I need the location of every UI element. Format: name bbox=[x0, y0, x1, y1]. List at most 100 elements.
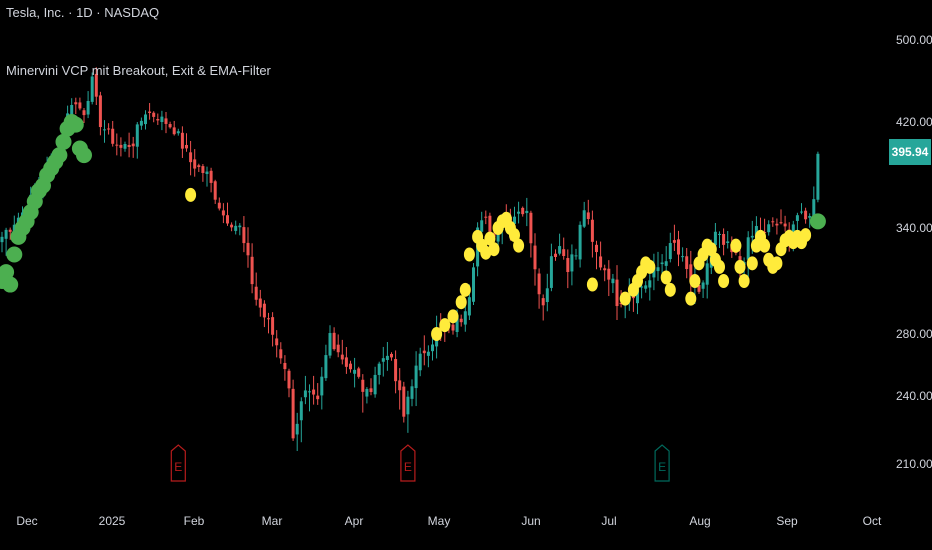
time-tick-label: Apr bbox=[345, 514, 364, 528]
candle bbox=[209, 170, 213, 183]
exit-marker bbox=[459, 282, 471, 297]
candle bbox=[775, 223, 779, 226]
exit-marker bbox=[685, 291, 697, 306]
candle bbox=[365, 388, 369, 397]
candle bbox=[148, 111, 152, 113]
candle bbox=[78, 102, 82, 109]
candle bbox=[369, 388, 373, 393]
candle bbox=[152, 112, 156, 117]
candle bbox=[332, 332, 336, 350]
exit-markers bbox=[185, 187, 812, 341]
time-tick-label: Feb bbox=[184, 514, 205, 528]
candle bbox=[537, 273, 541, 295]
candle bbox=[529, 212, 533, 244]
exit-marker bbox=[619, 291, 631, 306]
breakout-marker bbox=[0, 264, 15, 281]
candle bbox=[791, 224, 795, 240]
candle bbox=[234, 225, 238, 231]
candle bbox=[16, 217, 20, 223]
candle bbox=[127, 144, 131, 147]
candle bbox=[357, 368, 361, 377]
exit-marker bbox=[644, 259, 656, 274]
last-price-badge: 395.94 bbox=[889, 139, 931, 165]
candle bbox=[660, 262, 664, 265]
candle bbox=[472, 267, 475, 302]
candle bbox=[414, 365, 418, 389]
candle bbox=[750, 235, 754, 238]
exit-marker bbox=[689, 274, 701, 288]
candle bbox=[599, 256, 603, 268]
candle bbox=[340, 354, 344, 360]
candle bbox=[816, 153, 820, 200]
candle bbox=[480, 220, 484, 232]
exit-marker bbox=[447, 309, 459, 324]
candle bbox=[640, 286, 644, 288]
time-tick-label: Sep bbox=[776, 514, 798, 528]
candle bbox=[615, 279, 619, 307]
candle bbox=[689, 264, 693, 282]
candle bbox=[418, 353, 422, 371]
candle bbox=[652, 267, 656, 278]
candle bbox=[385, 355, 389, 360]
earnings-flag-shape bbox=[654, 444, 670, 482]
candle bbox=[578, 224, 582, 260]
earnings-flag[interactable]: E bbox=[654, 444, 670, 482]
exit-marker bbox=[746, 256, 758, 271]
candle bbox=[402, 386, 406, 417]
candle bbox=[431, 344, 434, 352]
candle bbox=[308, 391, 311, 393]
candle bbox=[226, 215, 229, 224]
candle bbox=[619, 302, 623, 305]
exit-marker bbox=[738, 274, 750, 288]
candle bbox=[295, 423, 299, 435]
candle bbox=[8, 229, 12, 232]
candle bbox=[808, 216, 812, 218]
candle bbox=[804, 210, 808, 220]
candle bbox=[303, 390, 307, 398]
earnings-flag[interactable]: E bbox=[400, 444, 416, 482]
candle bbox=[541, 298, 545, 306]
candle bbox=[582, 210, 586, 227]
candle bbox=[496, 231, 500, 242]
time-tick-label: Dec bbox=[16, 514, 37, 528]
candle bbox=[312, 389, 316, 395]
candle bbox=[558, 246, 562, 254]
exit-marker bbox=[771, 256, 783, 271]
price-axis[interactable]: 500.00 420.00 340.00 280.00 240.00 210.00 bbox=[896, 33, 932, 471]
candle bbox=[250, 256, 254, 285]
candle bbox=[677, 239, 680, 255]
symbol-title[interactable]: Tesla, Inc. · 1D · NASDAQ bbox=[6, 5, 160, 20]
exit-marker bbox=[714, 259, 725, 274]
candle bbox=[549, 256, 553, 288]
candle bbox=[168, 124, 172, 128]
candle bbox=[164, 118, 168, 124]
candle bbox=[636, 285, 639, 304]
candle bbox=[271, 317, 275, 335]
time-axis[interactable]: Dec 2025 Feb Mar Apr May Jun Jul Aug Sep Oct bbox=[16, 514, 882, 528]
candle bbox=[681, 256, 685, 258]
candle bbox=[812, 199, 816, 217]
exit-marker bbox=[484, 231, 496, 246]
earnings-flag-shape bbox=[170, 444, 186, 482]
candle bbox=[533, 245, 537, 270]
candle bbox=[459, 318, 463, 323]
indicator-title[interactable]: Minervini VCP mit Breakout, Exit & EMA-F… bbox=[6, 63, 271, 78]
candle bbox=[197, 165, 201, 168]
earnings-flag[interactable]: E bbox=[170, 444, 186, 482]
candle bbox=[205, 171, 209, 175]
candle bbox=[664, 261, 668, 266]
candle bbox=[246, 242, 250, 256]
candle bbox=[344, 357, 348, 367]
candle bbox=[648, 280, 652, 288]
candle bbox=[467, 297, 471, 316]
candle bbox=[422, 350, 426, 354]
breakout-marker bbox=[55, 133, 72, 150]
candle bbox=[185, 144, 188, 149]
candle bbox=[349, 363, 352, 370]
candle bbox=[242, 227, 246, 244]
candle bbox=[726, 241, 730, 244]
candle bbox=[586, 212, 590, 219]
candle bbox=[767, 224, 771, 233]
